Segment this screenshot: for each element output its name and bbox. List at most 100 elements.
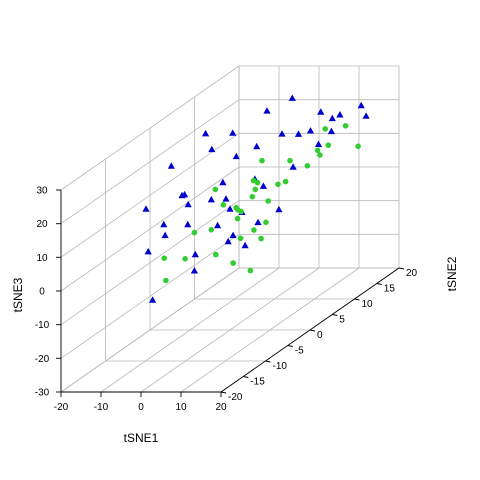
z-tick-label: 0	[39, 287, 45, 298]
circle-point	[282, 178, 289, 185]
circle-point	[237, 235, 244, 242]
x-tick-label: -10	[94, 402, 109, 413]
y-axis-tick	[265, 360, 271, 363]
triangle-point	[232, 152, 240, 160]
triangle-point	[222, 195, 230, 202]
triangle-point	[327, 127, 335, 135]
triangle-point	[289, 163, 297, 170]
triangle-point	[181, 190, 189, 198]
circle-point	[208, 227, 215, 233]
circle-point	[182, 255, 188, 262]
y-axis-tick	[287, 345, 293, 347]
y-axis-tick	[354, 298, 360, 301]
triangle-point	[229, 231, 237, 239]
x-tick-label: 10	[175, 402, 187, 413]
y-axis-label: tSNE2	[445, 256, 459, 291]
y-tick-label: -20	[228, 392, 243, 403]
triangle-point	[161, 231, 169, 239]
circle-point	[265, 198, 272, 204]
circle-point	[304, 163, 311, 169]
circle-point	[317, 152, 323, 158]
triangle-point	[263, 107, 271, 114]
triangle-point	[202, 129, 210, 137]
triangle-point	[167, 162, 175, 169]
triangle-point	[362, 112, 370, 119]
point-layer	[142, 94, 370, 303]
triangle-point	[214, 221, 222, 229]
z-tick-label: 10	[36, 253, 48, 264]
triangle-point	[160, 220, 168, 228]
circle-point	[250, 177, 257, 184]
triangle-point	[149, 296, 157, 303]
y-axis-tick	[243, 376, 249, 378]
triangle-point	[357, 101, 365, 109]
circle-point	[342, 123, 349, 129]
y-tick-label: 10	[362, 299, 374, 310]
triangle-point	[207, 195, 215, 203]
circle-point	[252, 186, 259, 193]
triangle-point	[184, 200, 192, 208]
y-tick-label: 15	[384, 284, 396, 295]
triangle-point	[294, 130, 303, 137]
circle-point	[325, 142, 332, 148]
triangle-point	[219, 178, 227, 186]
z-axis-label: tSNE3	[11, 277, 25, 312]
y-tick-label: 0	[317, 330, 323, 341]
circle-point	[251, 227, 257, 233]
z-tick-label: -10	[35, 320, 50, 331]
y-tick-label: -5	[295, 346, 304, 357]
triangle-point	[336, 111, 344, 118]
z-tick-label: -30	[35, 388, 50, 399]
y-axis-tick	[220, 391, 227, 394]
circle-point	[247, 267, 254, 274]
circle-point	[322, 126, 329, 132]
x-tick-label: 20	[215, 402, 227, 413]
circle-point	[191, 229, 198, 236]
triangle-point	[208, 145, 216, 153]
circle-point	[259, 157, 265, 164]
triangle-point	[254, 218, 262, 226]
circle-point	[220, 202, 227, 208]
circle-point	[230, 260, 236, 266]
circle-point	[263, 219, 269, 226]
circle-point	[163, 277, 169, 284]
z-tick-label: 20	[36, 219, 48, 230]
z-tick-label: -20	[35, 354, 50, 365]
triangle-point	[278, 130, 286, 137]
y-tick-label: 20	[406, 268, 418, 279]
y-axis-tick	[309, 329, 316, 332]
circle-point	[249, 193, 256, 200]
triangle-point	[142, 205, 150, 212]
y-tick-label: 5	[339, 315, 345, 326]
grid-layer	[60, 65, 400, 393]
x-axis-label: tSNE1	[124, 431, 159, 445]
circle-point	[238, 208, 244, 215]
triangle-point	[191, 250, 199, 258]
triangle-point	[184, 220, 192, 228]
triangle-point	[144, 247, 152, 255]
triangle-point	[226, 205, 234, 212]
circle-point	[314, 147, 321, 154]
triangle-point	[259, 182, 267, 189]
y-tick-label: -10	[273, 361, 288, 372]
triangle-point	[190, 267, 198, 274]
triangle-point	[224, 237, 232, 245]
circle-point	[287, 157, 293, 164]
y-axis-tick	[332, 314, 338, 316]
circle-point	[258, 235, 264, 242]
z-tick-label: 30	[36, 186, 48, 197]
triangle-point	[317, 108, 325, 115]
triangle-point	[275, 205, 283, 213]
circle-point	[161, 255, 167, 261]
y-tick-label: -15	[250, 377, 265, 388]
axis-layer	[56, 189, 405, 397]
circle-point	[275, 181, 281, 188]
circle-point	[355, 143, 361, 150]
triangle-point	[288, 94, 296, 101]
circle-point	[212, 186, 219, 193]
circle-point	[233, 204, 239, 211]
circle-point	[234, 215, 241, 222]
y-axis-tick	[376, 283, 382, 285]
y-axis-tick	[398, 267, 405, 270]
triangle-point	[229, 129, 237, 136]
